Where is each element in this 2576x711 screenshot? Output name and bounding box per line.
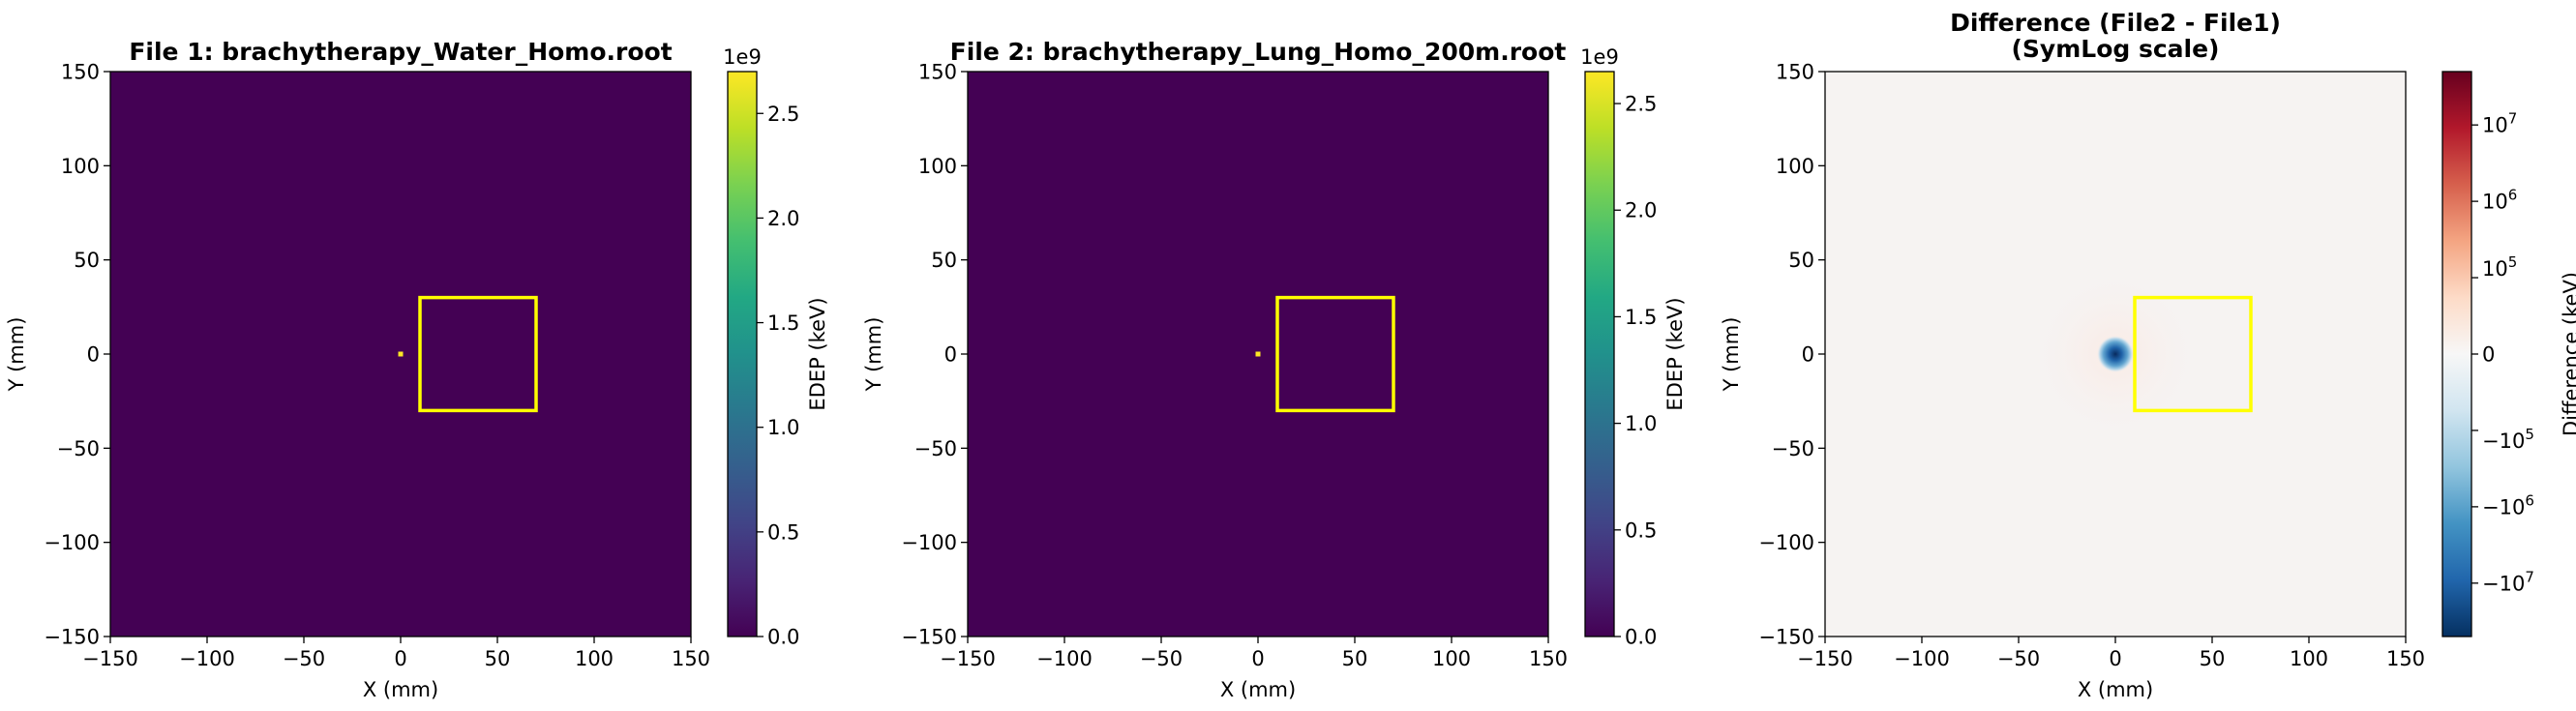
colorbar-label: EDEP (keV) [806,297,829,410]
chart-panel-2: −150 −100 −50 0 50 100 150 −150 −100 −50 0 50 100 150… [862,38,1687,701]
y-axis-label: Y (mm) [862,317,885,393]
y-tick-label: −50 [1772,437,1814,460]
y-tick-label: 150 [1776,61,1814,84]
y-tick-label: −100 [1758,531,1814,554]
y-tick-label: 100 [61,155,100,178]
colorbar-tick-label: 0.5 [767,520,799,544]
x-tick-label: 0 [394,647,406,670]
colorbar-multiplier: 1e9 [1580,45,1619,69]
x-tick-label: −100 [1894,647,1950,670]
y-tick-label: 150 [918,61,957,84]
y-tick-label: −50 [57,437,100,460]
y-tick-label: 0 [87,343,100,367]
colorbar: 107 106 105 0 −105 −106 −107 Difference (keV) [2441,71,2576,637]
colorbar-tick-label: 107 [2482,110,2517,137]
colorbar-tick-label: 0.0 [1625,626,1657,649]
colorbar: 0.0 0.5 1.0 1.5 2.0 2.5 1e9 EDEP (keV) [1580,45,1687,649]
colorbar-multiplier: 1e9 [723,45,762,69]
y-axis-label: Y (mm) [1720,317,1743,393]
x-axis-label: X (mm) [2078,678,2153,701]
y-tick-label: 0 [944,343,957,367]
y-tick-label: 100 [918,155,957,178]
colorbar: 0.0 0.5 1.0 1.5 2.0 2.5 1e9 EDEP (keV) [723,45,829,649]
chart-panel-3: −150 −100 −50 0 50 100 150 −150 −100 −50 0 50 100 150… [1720,9,2576,701]
x-tick-label: 0 [2109,647,2121,670]
y-tick-label: −100 [901,531,957,554]
x-tick-label: −50 [1997,647,2040,670]
x-tick-label: 150 [672,647,710,670]
y-tick-label: 50 [74,249,100,272]
x-tick-label: −150 [940,647,996,670]
x-tick-label: 50 [1342,647,1368,670]
colorbar-tick-label: 2.0 [1625,199,1657,222]
chart-panel-1: −150 −100 −50 0 50 100 150 −150 −100 −50 0 50 100 150… [5,38,829,701]
colorbar-frame [727,71,758,637]
colorbar-gradient [2442,72,2471,637]
colorbar-tick-label: −105 [2482,426,2534,453]
x-tick-label: 100 [1432,647,1471,670]
roi-rectangle [2133,295,2253,413]
difference-blob [2097,336,2134,372]
y-tick-label: 50 [931,249,957,272]
x-tick-label: −100 [179,647,235,670]
y-tick-label: −150 [1758,626,1814,649]
y-tick-label: 100 [1776,155,1814,178]
x-tick-label: 100 [2290,647,2328,670]
x-tick-label: 100 [575,647,614,670]
chart-title-line: Difference (File2 - File1) [1950,9,2281,37]
x-tick-label: 50 [485,647,511,670]
colorbar-tick-label: 2.5 [767,103,799,126]
x-tick-label: −150 [82,647,138,670]
y-axis-label: Y (mm) [5,317,28,393]
colorbar-tick-label: 105 [2482,253,2517,281]
x-tick-label: −50 [1140,647,1183,670]
x-tick-label: 50 [2200,647,2226,670]
hotspot-point [1255,351,1261,357]
colorbar-label: Difference (keV) [2560,272,2576,436]
colorbar-label: EDEP (keV) [1663,297,1687,410]
y-tick-label: −150 [901,626,957,649]
x-axis-label: X (mm) [1220,678,1296,701]
colorbar-tick-label: 106 [2482,187,2517,214]
colorbar-tick-label: 2.5 [1625,93,1657,116]
colorbar-gradient [1585,72,1614,637]
x-tick-label: 150 [1529,647,1568,670]
y-tick-label: −150 [44,626,100,649]
x-tick-label: 0 [1251,647,1264,670]
colorbar-tick-label: 1.0 [1625,412,1657,435]
chart-title-line: (SymLog scale) [2011,35,2219,63]
chart-title: File 2: brachytherapy_Lung_Homo_200m.roo… [950,38,1567,66]
hotspot-point [398,351,404,357]
roi-rectangle [1275,295,1395,413]
colorbar-tick-label: 1.5 [767,311,799,335]
colorbar-tick-label: 0.0 [767,626,799,649]
colorbar-tick-label: 0 [2482,343,2495,367]
y-tick-label: 0 [1802,343,1814,367]
x-tick-label: −50 [283,647,325,670]
x-tick-label: −100 [1036,647,1093,670]
colorbar-tick-label: 1.5 [1625,306,1657,329]
y-tick-label: 150 [61,61,100,84]
x-tick-label: −150 [1797,647,1853,670]
colorbar-tick-label: 2.0 [767,207,799,230]
colorbar-tick-label: −106 [2482,491,2534,518]
roi-rectangle [418,295,538,413]
colorbar-tick-label: 1.0 [767,416,799,439]
x-tick-label: 150 [2386,647,2425,670]
x-axis-label: X (mm) [363,678,438,701]
y-tick-label: −50 [914,437,957,460]
y-tick-label: 50 [1788,249,1814,272]
y-tick-label: −100 [44,531,100,554]
colorbar-tick-label: −107 [2482,568,2534,595]
colorbar-tick-label: 0.5 [1625,518,1657,542]
colorbar-frame [1584,71,1615,637]
chart-title: File 1: brachytherapy_Water_Homo.root [129,38,672,66]
colorbar-gradient [728,72,757,637]
